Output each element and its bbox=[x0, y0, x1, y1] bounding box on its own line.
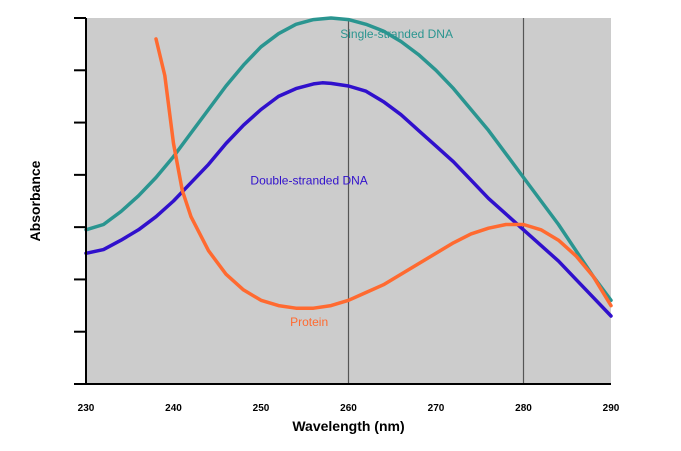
x-tick-label: 230 bbox=[78, 403, 95, 414]
series-label: Protein bbox=[290, 315, 328, 329]
x-tick-label: 270 bbox=[428, 403, 445, 414]
x-tick-label: 250 bbox=[253, 403, 270, 414]
y-axis-title: Absorbance bbox=[27, 160, 43, 241]
x-tick-label: 240 bbox=[165, 403, 182, 414]
series-layer bbox=[84, 16, 613, 318]
axes bbox=[74, 17, 611, 385]
series-label: Single-stranded DNA bbox=[340, 27, 453, 41]
series-line-double-stranded-dna bbox=[84, 81, 613, 318]
x-tick-label: 260 bbox=[340, 403, 357, 414]
x-tick-label: 280 bbox=[515, 403, 532, 414]
series-annotations: Single-stranded DNA Double-stranded DNA Pr… bbox=[250, 27, 453, 329]
x-axis-title: Wavelength (nm) bbox=[292, 418, 404, 434]
x-tick-labels: 230 240 250 260 270 280 290 bbox=[78, 403, 620, 414]
series-line-single-stranded-dna bbox=[84, 16, 613, 303]
series-line-protein bbox=[154, 37, 613, 310]
series-label: Double-stranded DNA bbox=[250, 173, 367, 187]
x-tick-label: 290 bbox=[603, 403, 620, 414]
reference-lines bbox=[347, 18, 525, 384]
